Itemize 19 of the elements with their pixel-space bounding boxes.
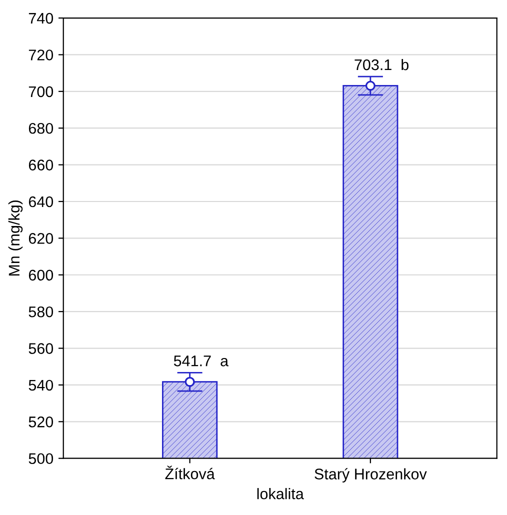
y-tick-label: 660 (28, 160, 54, 170)
y-tick-label: 600 (28, 270, 54, 281)
y-tick-label: 500 (28, 453, 54, 464)
x-tick-label: Starý Hrozenkov (314, 468, 427, 482)
y-tick-label: 720 (28, 50, 54, 60)
y-tick-label: 740 (28, 12, 54, 24)
y-tick-label: 620 (28, 233, 54, 244)
x-tick-label: Žítková (165, 466, 215, 480)
y-tick-label: 560 (28, 343, 54, 354)
data-label: 541.7 a (174, 356, 229, 366)
y-tick-label: 540 (28, 380, 54, 391)
y-tick-label: 520 (28, 416, 54, 428)
y-tick-label: 700 (28, 86, 54, 98)
y-tick-label: 580 (28, 306, 54, 318)
y-axis-title: Mn (mg/kg) (8, 200, 23, 276)
y-tick-label: 680 (28, 122, 54, 134)
y-tick-label: 640 (28, 196, 54, 208)
data-label: 703.1 b (354, 58, 409, 70)
x-axis-title: lokalita (257, 488, 304, 500)
